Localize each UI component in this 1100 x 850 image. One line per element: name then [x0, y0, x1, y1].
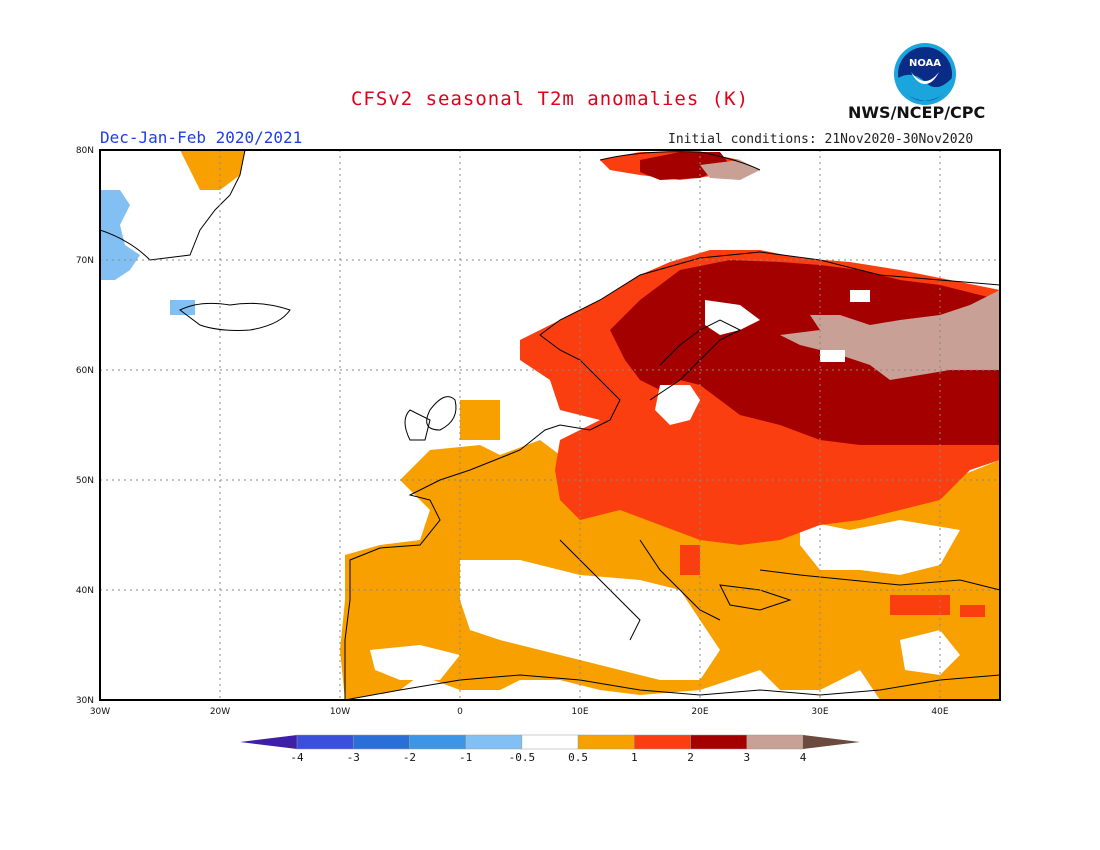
colorbar-swatch — [465, 734, 523, 750]
colorbar-label: -3 — [347, 751, 360, 764]
colorbar-label: 2 — [687, 751, 694, 764]
noaa-logo: NOAA — [894, 43, 956, 105]
colorbar-swatch — [803, 735, 860, 749]
colorbar-swatch — [634, 734, 691, 750]
lon-tick: 20W — [210, 707, 230, 717]
lon-tick: 20E — [691, 707, 708, 717]
lon-tick: 30E — [811, 707, 828, 717]
colorbar-swatch — [746, 734, 804, 750]
colorbar-label: -4 — [290, 751, 304, 764]
initial-conditions: Initial conditions: 21Nov2020-30Nov2020 — [668, 132, 974, 147]
map-frame — [99, 149, 1001, 701]
colorbar-label: -2 — [403, 751, 416, 764]
lat-tick: 60N — [76, 366, 94, 376]
colorbar-label: -1 — [459, 751, 472, 764]
anomaly-zone-neutral — [370, 520, 960, 680]
lat-tick: 80N — [76, 146, 94, 156]
lat-tick: 40N — [76, 586, 94, 596]
lon-tick: 30W — [90, 707, 110, 717]
lat-tick: 50N — [76, 476, 94, 486]
colorbar: -4 -3 -2 -1 -0.5 0.5 1 2 3 4 — [240, 734, 860, 764]
colorbar-label: 1 — [631, 751, 638, 764]
season-period: Dec-Jan-Feb 2020/2021 — [100, 128, 303, 147]
anomaly-holes — [655, 290, 870, 425]
anomaly-zone-cold — [100, 190, 195, 315]
colorbar-swatches — [240, 734, 860, 750]
colorbar-swatch — [240, 735, 297, 749]
colorbar-swatch — [690, 734, 748, 750]
lon-tick: 40E — [931, 707, 948, 717]
lat-tick: 70N — [76, 256, 94, 266]
anomaly-map: 80N 70N 60N 50N 40N 30N 30W 20W 10W 0 10… — [76, 146, 1001, 717]
anomaly-zone-3-4 — [700, 160, 1000, 380]
lon-tick: 10W — [330, 707, 350, 717]
lon-tick: 10E — [571, 707, 588, 717]
colorbar-label: -0.5 — [509, 751, 536, 764]
lon-tick: 0 — [457, 707, 463, 717]
lat-tick: 30N — [76, 696, 94, 706]
colorbar-label: 0.5 — [568, 751, 588, 764]
chart-title: CFSv2 seasonal T2m anomalies (K) — [350, 88, 750, 110]
agency-label: NWS/NCEP/CPC — [848, 103, 986, 122]
colorbar-swatch — [352, 734, 410, 750]
map-grid — [100, 150, 1000, 700]
colorbar-label: 4 — [800, 751, 807, 764]
colorbar-label: 3 — [743, 751, 750, 764]
colorbar-swatch — [577, 734, 635, 750]
logo-text: NOAA — [909, 58, 941, 69]
colorbar-swatch — [409, 734, 466, 750]
colorbar-labels: -4 -3 -2 -1 -0.5 0.5 1 2 3 4 — [290, 751, 806, 764]
colorbar-swatch — [521, 734, 579, 750]
colorbar-swatch — [296, 734, 354, 750]
